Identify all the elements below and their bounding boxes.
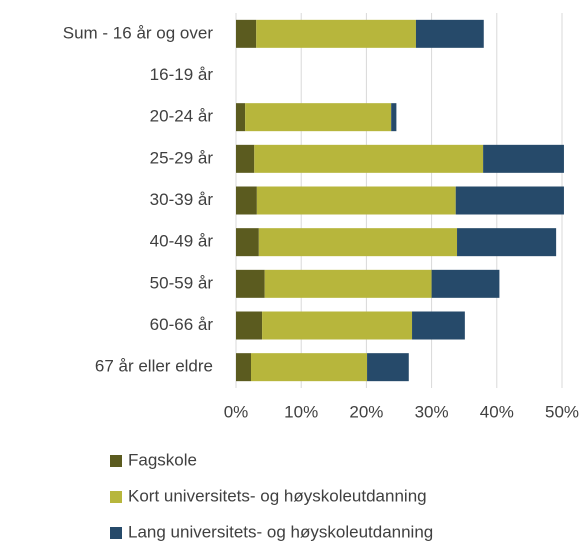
y-tick-label: 20-24 år xyxy=(150,107,214,126)
x-tick-label: 50% xyxy=(545,402,579,421)
x-tick-label: 40% xyxy=(480,402,514,421)
bar xyxy=(391,103,397,132)
y-tick-label: 50-59 år xyxy=(150,273,214,292)
bar xyxy=(262,311,413,340)
bar xyxy=(236,144,255,173)
bar xyxy=(236,103,246,132)
bar xyxy=(412,311,465,340)
bar xyxy=(455,186,564,215)
bar xyxy=(258,228,458,257)
bar xyxy=(250,353,368,382)
y-tick-label: Sum - 16 år og over xyxy=(63,23,214,42)
y-tick-label: 60-66 år xyxy=(150,315,214,334)
bar xyxy=(245,103,392,132)
legend-label: Fagskole xyxy=(128,450,197,469)
bar xyxy=(457,228,557,257)
bar xyxy=(236,228,259,257)
bar xyxy=(254,144,484,173)
bar xyxy=(431,269,500,298)
y-tick-label: 25-29 år xyxy=(150,148,214,167)
legend-label: Lang universitets- og høyskoleutdanning xyxy=(128,522,433,541)
bar xyxy=(236,311,263,340)
bar xyxy=(367,353,409,382)
x-tick-label: 20% xyxy=(349,402,383,421)
legend-swatch xyxy=(110,527,122,539)
bar xyxy=(264,269,432,298)
bar xyxy=(256,19,416,48)
legend-swatch xyxy=(110,455,122,467)
bar xyxy=(415,19,484,48)
legend-swatch xyxy=(110,491,122,503)
y-tick-label: 30-39 år xyxy=(150,190,214,209)
y-tick-label: 16-19 år xyxy=(150,65,214,84)
y-tick-label: 40-49 år xyxy=(150,232,214,251)
bar xyxy=(236,19,257,48)
legend-label: Kort universitets- og høyskoleutdanning xyxy=(128,486,427,505)
y-tick-label: 67 år eller eldre xyxy=(95,357,213,376)
x-tick-label: 10% xyxy=(284,402,318,421)
x-tick-label: 0% xyxy=(224,402,249,421)
x-tick-label: 30% xyxy=(415,402,449,421)
bar xyxy=(236,269,265,298)
bar xyxy=(236,353,251,382)
bar xyxy=(483,144,564,173)
bar xyxy=(236,186,257,215)
bar xyxy=(256,186,456,215)
